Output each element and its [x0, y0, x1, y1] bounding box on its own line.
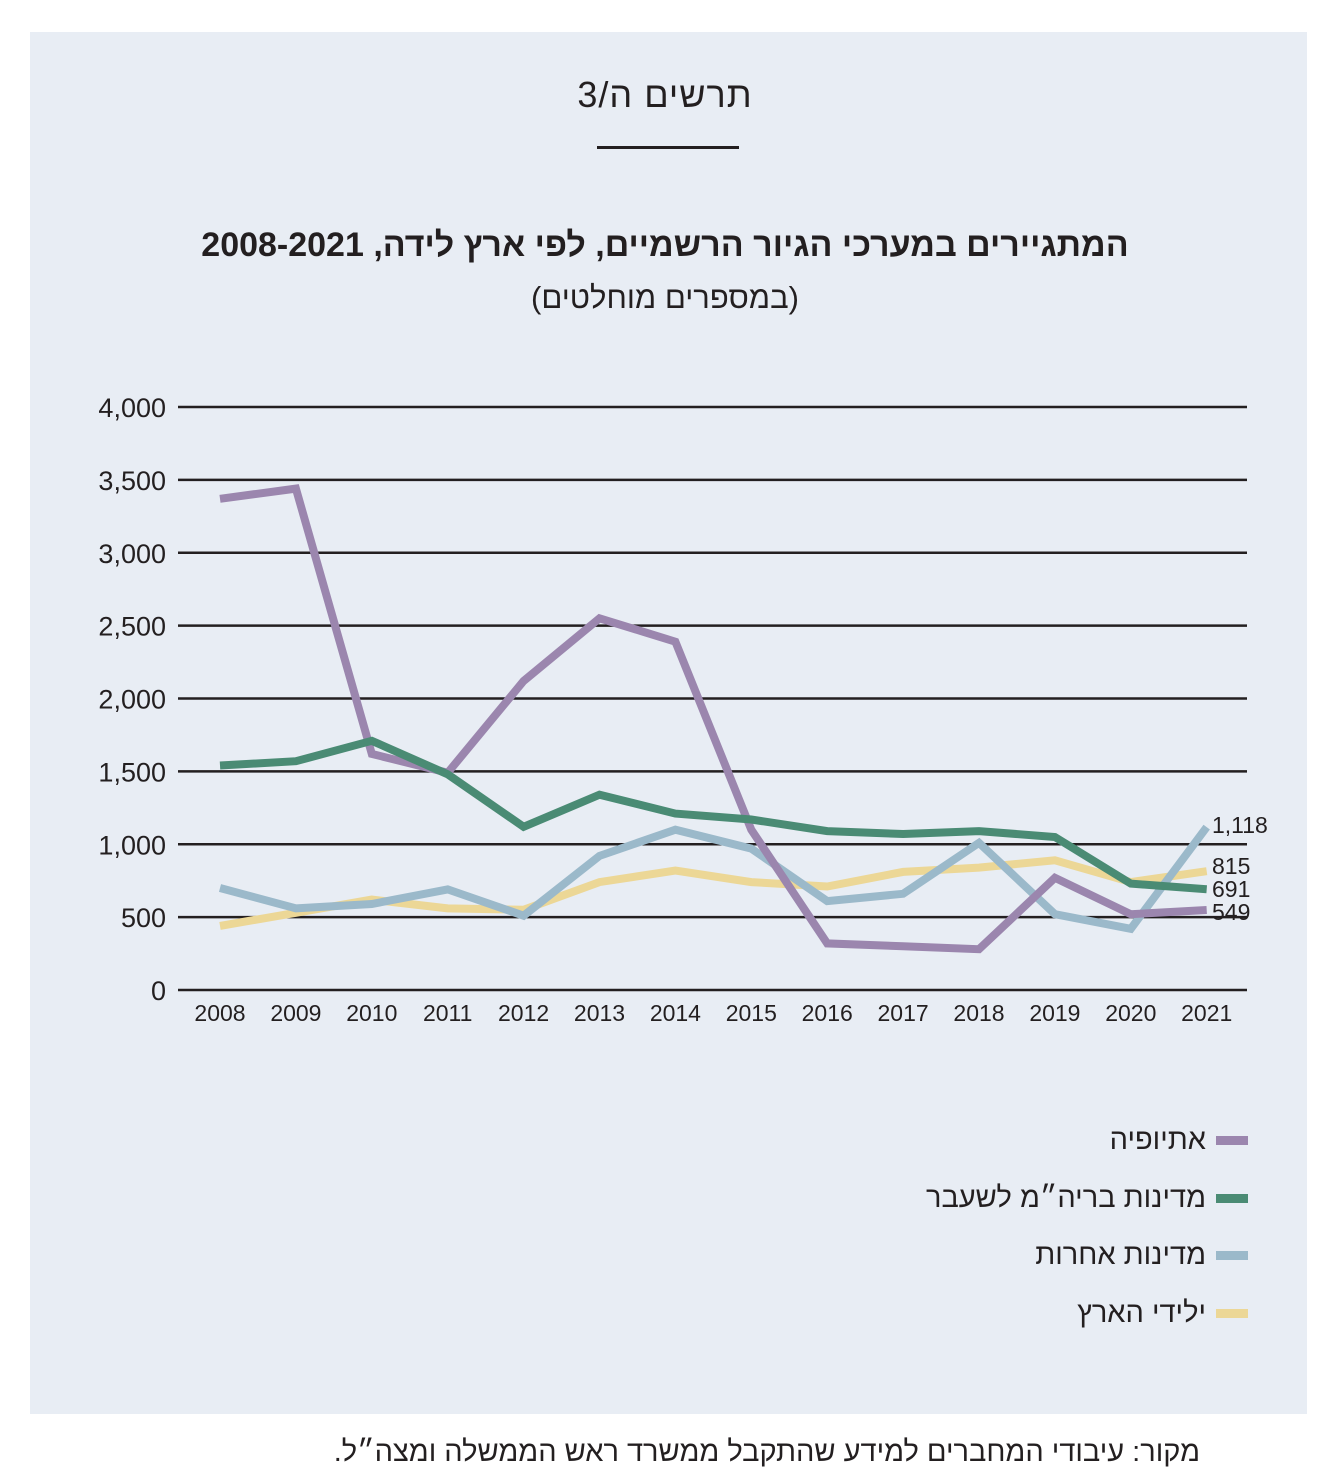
y-tick-label: 1,500 [98, 757, 166, 787]
series-line [218, 824, 1210, 934]
chart-title: המתגיירים במערכי הגיור הרשמיים, לפי ארץ … [201, 226, 1129, 264]
x-tick-label: 2008 [194, 1000, 245, 1026]
y-tick-label: 1,000 [98, 830, 166, 860]
legend-item: מדינות בריה״מ לשעבר [648, 1170, 1248, 1228]
x-tick-label: 2010 [346, 1000, 397, 1026]
x-tick-label: 2012 [498, 1000, 549, 1026]
end-value-label: 815 [1212, 853, 1250, 879]
y-tick-label: 3,500 [98, 466, 166, 496]
legend-swatch [1216, 1308, 1248, 1318]
y-tick-label: 500 [121, 903, 166, 933]
x-tick-label: 2009 [270, 1000, 321, 1026]
x-tick-label: 2011 [423, 1000, 472, 1026]
y-axis-ticks: 0 500 1,000 1,500 2,000 2,500 3,000 3,500 4,000 [98, 393, 166, 1006]
series-line [219, 736, 1207, 894]
legend: אתיופיה מדינות בריה״מ לשעבר מדינות אחרות יל… [648, 1112, 1248, 1342]
chart-panel [30, 32, 1307, 1414]
legend-swatch [1216, 1251, 1248, 1261]
x-tick-label: 2015 [726, 1000, 777, 1026]
legend-swatch [1216, 1193, 1248, 1203]
x-tick-label: 2016 [802, 1000, 853, 1026]
series-lines [218, 484, 1210, 954]
legend-label: אתיופיה [1109, 1124, 1206, 1157]
legend-item: מדינות אחרות [648, 1227, 1248, 1285]
line-chart: 05001,0001,5002,0002,5003,0003,5004,000 … [98, 393, 1268, 1026]
legend-label: מדינות אחרות [1035, 1239, 1206, 1272]
legend-label: ילידי הארץ [1077, 1296, 1206, 1329]
end-value-label: 1,118 [1212, 812, 1268, 838]
gridlines [178, 405, 1247, 992]
series-line [219, 484, 1207, 954]
x-axis-ticks: 2008 2009 2010 2011 2012 2013 2014 2015 2016 2017… [194, 1000, 1232, 1026]
legend-item: ילידי הארץ [648, 1285, 1248, 1343]
y-tick-label: 3,000 [98, 539, 166, 569]
x-tick-label: 2013 [574, 1000, 625, 1026]
x-tick-label: 2014 [650, 1000, 701, 1026]
x-tick-label: 2021 [1181, 1000, 1232, 1026]
legend-item: אתיופיה [648, 1112, 1248, 1170]
legend-label: מדינות בריה״מ לשעבר [925, 1181, 1206, 1214]
legend-swatch [1216, 1136, 1248, 1146]
x-tick-label: 2018 [953, 1000, 1004, 1026]
x-tick-label: 2017 [878, 1000, 929, 1026]
y-tick-label: 0 [151, 976, 166, 1006]
title-divider [597, 146, 739, 149]
y-tick-label: 2,500 [98, 612, 166, 642]
y-tick-label: 4,000 [98, 393, 166, 423]
end-value-label: 549 [1212, 899, 1250, 925]
figure-number: תרשים ה/3 [577, 74, 753, 115]
x-tick-label: 2019 [1029, 1000, 1080, 1026]
source-note: מקור: עיבודי המחברים למידע שהתקבל ממשרד … [333, 1436, 1200, 1468]
y-tick-label: 2,000 [98, 685, 166, 715]
x-tick-label: 2020 [1105, 1000, 1156, 1026]
end-value-label: 691 [1212, 876, 1250, 902]
chart-subtitle: (במספרים מוחלטים) [531, 280, 799, 315]
